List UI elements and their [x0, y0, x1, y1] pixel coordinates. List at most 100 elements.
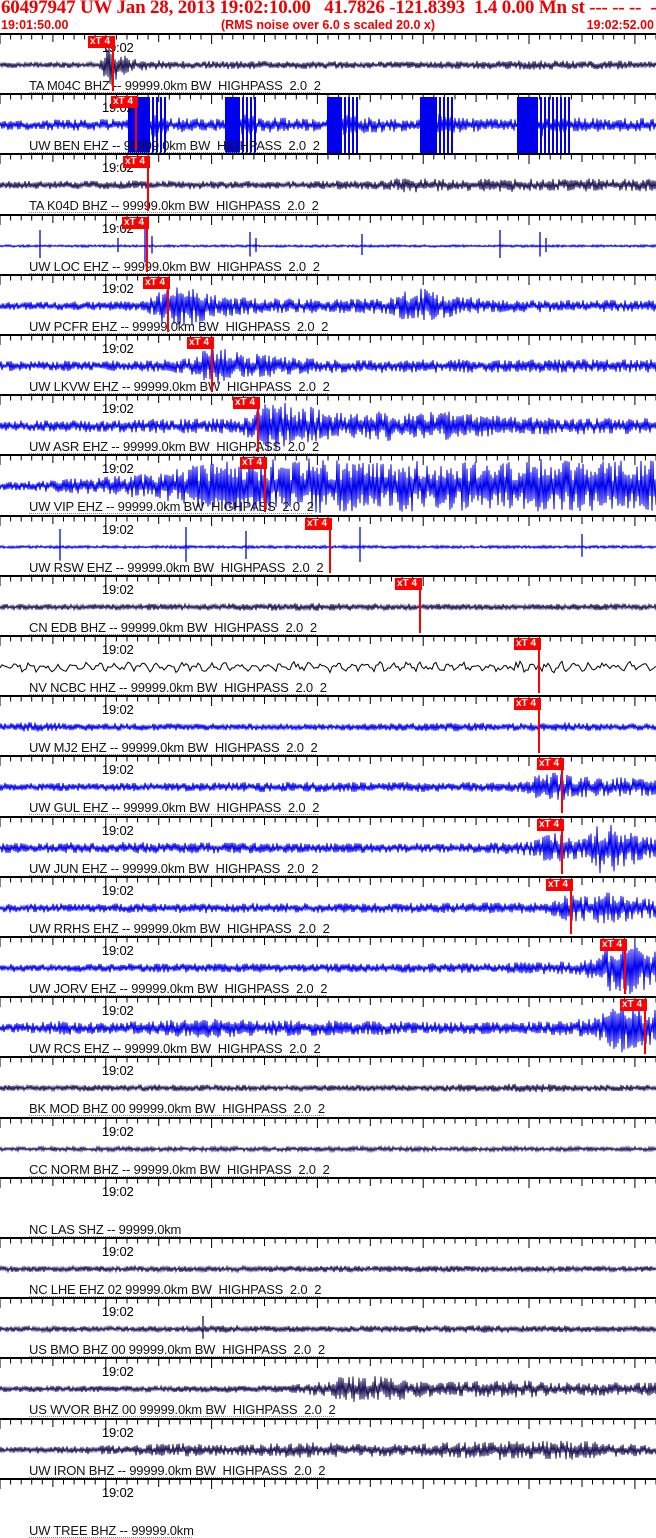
trace-row-tree[interactable]: 19:02 UW TREE BHZ -- 99999.0km: [0, 1477, 656, 1538]
time-ticks: [0, 576, 656, 591]
waveform-bmo[interactable]: [0, 1299, 656, 1357]
minute-label: 19:02: [102, 642, 134, 657]
trace-row-pcfr[interactable]: 19:02 xT 4 UW PCFR EHZ -- 99999.0km BW HIG…: [0, 273, 656, 334]
pick-marker[interactable]: xT 4: [123, 156, 150, 169]
trace-row-ncbc[interactable]: 19:02 xT 4 NV NCBC HHZ -- 99999.0km BW HIG…: [0, 635, 656, 695]
trace-row-norm[interactable]: 19:02 CC NORM BHZ -- 99999.0km BW HIGHPAS…: [0, 1116, 656, 1177]
pick-marker[interactable]: xT 4: [537, 758, 564, 771]
pick-marker[interactable]: xT 4: [514, 638, 541, 650]
trace-label-lkvw: UW LKVW EHZ -- 99999.0km BW HIGHPASS 2.0…: [29, 379, 330, 394]
waveform-edb[interactable]: [0, 576, 656, 635]
waveform-tree[interactable]: [0, 1479, 656, 1538]
pick-marker[interactable]: xT 4: [111, 96, 138, 109]
trace-row-lkvw[interactable]: 19:02 xT 4 UW LKVW EHZ -- 99999.0km BW HIG…: [0, 334, 656, 394]
minute-label: 19:02: [102, 822, 134, 838]
waveform-rrhs[interactable]: [0, 877, 656, 936]
pick-marker[interactable]: xT 4: [233, 397, 260, 410]
pick-marker[interactable]: xT 4: [620, 999, 647, 1012]
trace-row-m04c[interactable]: 19:02 xT 4 TA M04C BHZ -- 99999.0km BW HIG…: [0, 33, 656, 93]
time-ticks: [0, 516, 656, 531]
trace-row-asr[interactable]: 19:02 xT 4 UW ASR EHZ -- 99999.0km BW HIGH…: [0, 394, 656, 454]
waveform-las[interactable]: [0, 1178, 656, 1237]
time-ticks: [0, 998, 656, 1013]
minute-label: 19:02: [102, 1244, 134, 1259]
time-ticks: [0, 757, 656, 772]
trace-row-rrhs[interactable]: 19:02 xT 4 UW RRHS EHZ -- 99999.0km BW HIG…: [0, 875, 656, 936]
trace-label-norm: CC NORM BHZ -- 99999.0km BW HIGHPASS 2.0…: [29, 1161, 330, 1177]
time-ticks: [0, 1359, 656, 1374]
minute-label: 19:02: [102, 521, 134, 537]
pick-marker[interactable]: xT 4: [240, 457, 267, 470]
pick-marker[interactable]: xT 4: [395, 577, 422, 590]
trace-label-edb: CN EDB BHZ -- 99999.0km BW HIGHPASS 2.0 …: [29, 619, 317, 635]
trace-label-wvor: US WVOR BHZ 00 99999.0km BW HIGHPASS 2.0…: [29, 1402, 336, 1418]
trace-row-mj2[interactable]: 19:02 xT 4 UW MJ2 EHZ -- 99999.0km BW HIGH…: [0, 695, 656, 755]
pick-marker[interactable]: xT 4: [514, 698, 541, 711]
trace-row-iron[interactable]: 19:02 UW IRON BHZ -- 99999.0km BW HIGHPAS…: [0, 1417, 656, 1478]
trace-label-loc: UW LOC EHZ -- 99999.0km BW HIGHPASS 2.0 …: [29, 258, 320, 274]
pick-marker-line: [644, 999, 646, 1055]
waveform-norm[interactable]: [0, 1118, 656, 1177]
trace-row-lhe[interactable]: 19:02 NC LHE EHZ 02 99999.0km BW HIGHPASS…: [0, 1237, 656, 1297]
time-ticks: [0, 938, 656, 952]
time-ticks: [0, 456, 656, 471]
trace-row-wvor[interactable]: 19:02 US WVOR BHZ 00 99999.0km BW HIGHPAS…: [0, 1357, 656, 1417]
time-ticks: [0, 1299, 656, 1314]
waveform-gul[interactable]: [0, 757, 656, 815]
trace-row-loc[interactable]: 19:02 xT 4 UW LOC EHZ -- 99999.0km BW HIGH…: [0, 213, 656, 274]
waveform-asr[interactable]: [0, 396, 656, 454]
trace-label-mj2: UW MJ2 EHZ -- 99999.0km BW HIGHPASS 2.0 …: [29, 740, 318, 756]
trace-row-jun[interactable]: 19:02 xT 4 UW JUN EHZ -- 99999.0km BW HIGH…: [0, 815, 656, 876]
pick-marker[interactable]: xT 4: [88, 36, 115, 48]
pick-marker-line: [624, 939, 626, 994]
minute-label: 19:02: [102, 1183, 134, 1199]
trace-label-jun: UW JUN EHZ -- 99999.0km BW HIGHPASS 2.0 …: [29, 860, 319, 876]
trace-row-bmo[interactable]: 19:02 US BMO BHZ 00 99999.0km BW HIGHPASS…: [0, 1297, 656, 1357]
event-summary-line: 60497947 UW Jan 28, 2013 19:02:10.00 41.…: [1, 0, 656, 18]
pick-marker[interactable]: xT 4: [600, 939, 627, 951]
pick-marker[interactable]: xT 4: [143, 276, 170, 289]
pick-marker-line: [570, 878, 572, 934]
trace-row-las[interactable]: 19:02 NC LAS SHZ -- 99999.0km: [0, 1176, 656, 1237]
trace-label-gul: UW GUL EHZ -- 99999.0km BW HIGHPASS 2.0 …: [29, 800, 320, 816]
trace-row-k04d[interactable]: 19:02 xT 4 TA K04D BHZ -- 99999.0km BW HIG…: [0, 153, 656, 213]
minute-label: 19:02: [102, 581, 134, 597]
trace-label-las: NC LAS SHZ -- 99999.0km: [29, 1221, 182, 1237]
pick-marker-line: [146, 216, 148, 272]
waveform-iron[interactable]: [0, 1419, 656, 1478]
trace-row-vip[interactable]: 19:02 xT 4 UW VIP EHZ -- 99999.0km BW HIGH…: [0, 454, 656, 514]
trace-row-rsw[interactable]: 19:02 xT 4 UW RSW EHZ -- 99999.0km BW HIGH…: [0, 514, 656, 575]
waveform-lhe[interactable]: [0, 1239, 656, 1297]
pick-marker-line: [538, 698, 540, 754]
trace-row-gul[interactable]: 19:02 xT 4 UW GUL EHZ -- 99999.0km BW HIGH…: [0, 755, 656, 815]
waveform-lkvw[interactable]: [0, 336, 656, 394]
rms-scale-note: (RMS noise over 6.0 s scaled 20.0 x): [221, 18, 435, 32]
waveform-ben[interactable]: [0, 95, 656, 154]
pick-marker[interactable]: xT 4: [187, 337, 214, 349]
waveform-loc[interactable]: [0, 215, 656, 274]
trace-row-edb[interactable]: 19:02 xT 4 CN EDB BHZ -- 99999.0km BW HIGH…: [0, 574, 656, 635]
waveform-jorv[interactable]: [0, 938, 656, 996]
trace-row-rcs[interactable]: 19:02 xT 4 UW RCS EHZ -- 99999.0km BW HIGH…: [0, 996, 656, 1056]
waveform-rcs[interactable]: [0, 998, 656, 1056]
minute-label: 19:02: [102, 1304, 134, 1320]
pick-marker[interactable]: xT 4: [122, 216, 149, 229]
waveform-rsw[interactable]: [0, 516, 656, 575]
waveform-vip[interactable]: [0, 456, 656, 514]
waveform-mod[interactable]: [0, 1058, 656, 1116]
pick-marker-line: [329, 517, 331, 573]
waveform-m04c[interactable]: [0, 35, 656, 93]
waveform-mj2[interactable]: [0, 697, 656, 755]
trace-row-jorv[interactable]: 19:02 xT 4 UW JORV EHZ -- 99999.0km BW HIG…: [0, 936, 656, 996]
waveform-jun[interactable]: [0, 817, 656, 876]
minute-label: 19:02: [102, 1364, 134, 1380]
pick-marker[interactable]: xT 4: [305, 517, 332, 530]
minute-label: 19:02: [102, 341, 134, 356]
pick-marker[interactable]: xT 4: [537, 818, 564, 831]
pick-marker[interactable]: xT 4: [546, 878, 573, 891]
trace-row-mod[interactable]: 19:02 BK MOD BHZ 00 99999.0km BW HIGHPASS…: [0, 1056, 656, 1116]
minute-label: 19:02: [102, 1003, 134, 1019]
waveform-wvor[interactable]: [0, 1359, 656, 1417]
